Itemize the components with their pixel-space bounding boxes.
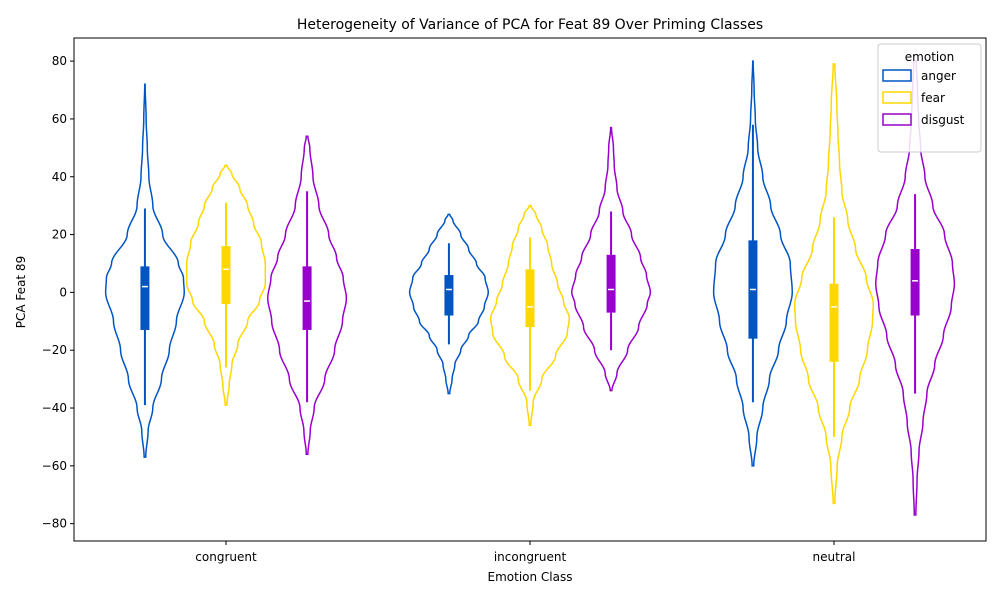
legend-label-fear: fear (921, 91, 945, 105)
x-tick-label: congruent (195, 550, 257, 564)
y-tick-label: −20 (42, 343, 67, 357)
y-tick-label: −60 (42, 459, 67, 473)
violin-incongruent-anger (408, 213, 489, 395)
violin-body (185, 164, 267, 406)
y-tick-label: 40 (52, 170, 67, 184)
legend-label-anger: anger (921, 69, 956, 83)
legend-swatch-disgust (882, 113, 912, 126)
y-tick-label: −40 (42, 401, 67, 415)
plot-area (104, 60, 956, 516)
iqr-box (221, 246, 231, 304)
violin-congruent-disgust (266, 135, 348, 456)
y-tick-label: 60 (52, 112, 67, 126)
legend-swatch-fear (882, 91, 912, 104)
axes: −80 −60 −40 −20 0 20 40 60 80 congruent incongruen… (42, 37, 987, 564)
x-tick-label: incongruent (494, 550, 567, 564)
iqr-box (140, 266, 150, 330)
legend-swatch-anger (882, 69, 912, 82)
y-tick-label: 80 (52, 54, 67, 68)
iqr-box (302, 266, 312, 330)
y-axis-label: PCA Feat 89 (14, 256, 28, 328)
legend-label-disgust: disgust (921, 113, 965, 127)
violin-body (489, 204, 571, 427)
iqr-box (829, 283, 839, 362)
violin-body (712, 60, 793, 467)
chart-title: Heterogeneity of Variance of PCA for Fea… (297, 17, 763, 33)
violin-body (793, 63, 875, 505)
violin-body (266, 135, 348, 456)
x-tick-label: neutral (813, 550, 856, 564)
violin-body (104, 83, 186, 458)
violin-neutral-fear (793, 63, 875, 505)
legend: emotion anger fear disgust (877, 43, 982, 153)
violin-body (570, 126, 652, 392)
violin-congruent-fear (185, 164, 267, 406)
violin-incongruent-disgust (570, 126, 652, 392)
iqr-box (606, 254, 616, 313)
violin-body (408, 213, 489, 395)
violin-neutral-anger (712, 60, 793, 467)
violin-incongruent-fear (489, 204, 571, 427)
y-tick-label: −80 (42, 517, 67, 531)
y-tick-label: 0 (59, 285, 67, 299)
y-tick-label: 20 (52, 228, 67, 242)
iqr-box (525, 269, 535, 328)
legend-title: emotion (905, 50, 954, 64)
iqr-box (444, 275, 454, 316)
iqr-box (910, 249, 920, 316)
violin-congruent-anger (104, 83, 186, 458)
x-axis-label: Emotion Class (488, 570, 573, 584)
